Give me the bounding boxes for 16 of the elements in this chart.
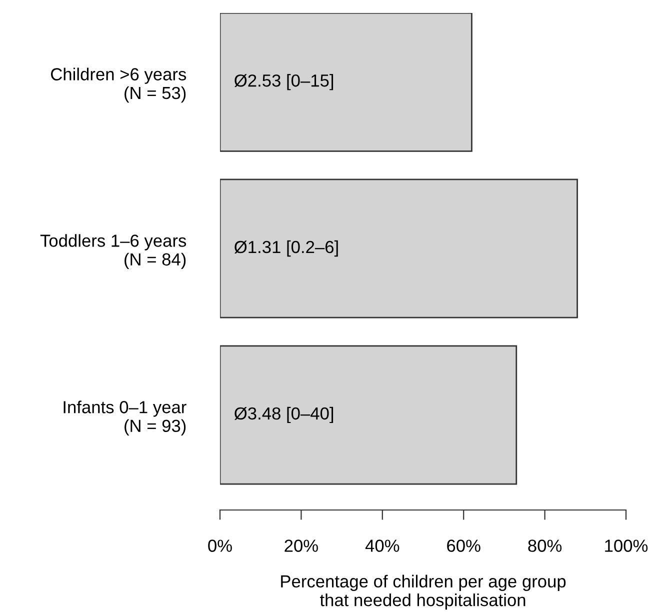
- x-tick-label: 80%: [528, 540, 562, 552]
- bar: [220, 345, 518, 485]
- x-tick-label: 100%: [605, 540, 648, 552]
- bar: [220, 13, 472, 152]
- data-label: Ø1.31 [0.2–6]: [234, 240, 338, 257]
- y-tick-label: Infants 0–1 year (N = 93): [64, 400, 186, 436]
- y-tick-label: Toddlers 1–6 years (N = 84): [40, 234, 186, 270]
- x-axis-title: Percentage of children per age group that needed hospitalisation: [281, 574, 566, 610]
- y-tick-label: Children >6 years (N = 53): [51, 68, 186, 103]
- data-label: Ø3.48 [0–40]: [234, 406, 334, 424]
- data-label: Ø2.53 [0–15]: [234, 74, 334, 90]
- bar: [220, 178, 578, 318]
- x-tick-label: 60%: [447, 540, 480, 552]
- x-tick-label: 20%: [284, 540, 318, 552]
- x-tick-label: 0%: [208, 540, 232, 552]
- x-tick-label: 40%: [365, 540, 400, 552]
